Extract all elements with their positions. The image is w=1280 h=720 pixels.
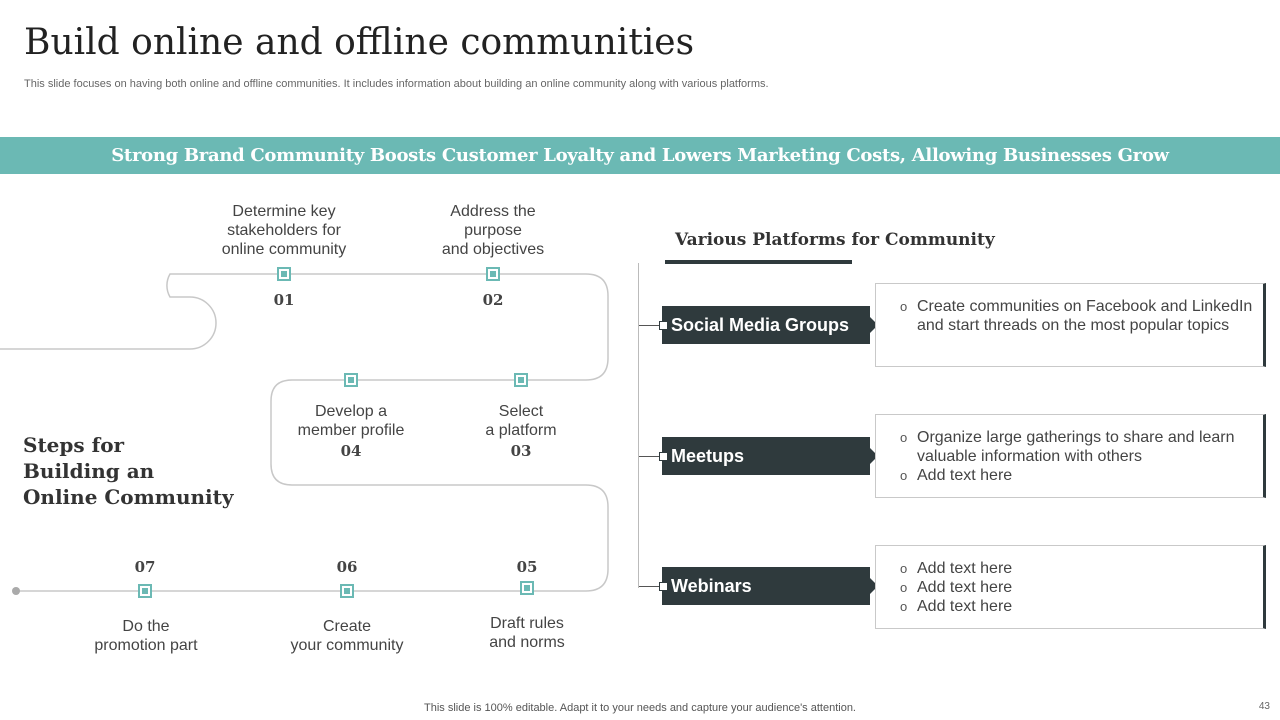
platform-point: Create communities on Facebook and Linke…: [900, 297, 1253, 335]
step-01-number: 01: [273, 291, 295, 309]
headline-banner: Strong Brand Community Boosts Customer L…: [0, 137, 1280, 174]
step-06-number: 06: [336, 558, 358, 576]
step-03-number: 03: [510, 442, 532, 460]
slide-footer: This slide is 100% editable. Adapt it to…: [424, 702, 856, 714]
step-04-marker: [344, 373, 358, 387]
step-05-marker: [520, 581, 534, 595]
step-02-number: 02: [482, 291, 504, 309]
platform-label-meetups: Meetups: [662, 437, 878, 475]
platform-node: [659, 582, 668, 591]
step-07-text: Do the promotion part: [94, 618, 198, 654]
platforms-title-underline: [665, 260, 852, 264]
platform-connector: [639, 325, 661, 326]
page-number: 43: [1258, 701, 1270, 712]
step-04-number: 04: [340, 442, 362, 460]
step-06-text: Create your community: [290, 618, 404, 654]
step-01-text: Determine key stakeholders for online co…: [221, 203, 347, 258]
platform-point: Add text here: [900, 559, 1253, 578]
platform-connector: [639, 586, 661, 587]
platform-connector: [639, 456, 661, 457]
slide-title: Build online and offline communities: [24, 22, 695, 63]
step-01-marker: [277, 267, 291, 281]
step-02-text: Address the purpose and objectives: [441, 203, 545, 258]
step-06-marker: [340, 584, 354, 598]
platform-point: Organize large gatherings to share and l…: [900, 428, 1253, 466]
platforms-connector-line: [638, 263, 639, 588]
step-03-text: Select a platform: [485, 403, 557, 439]
platform-box-webinars: Add text here Add text here Add text her…: [875, 545, 1266, 629]
platform-label-social-media: Social Media Groups: [662, 306, 878, 344]
step-07-marker: [138, 584, 152, 598]
platform-box-meetups: Organize large gatherings to share and l…: [875, 414, 1266, 498]
platform-point: Add text here: [900, 578, 1253, 597]
platform-node: [659, 321, 668, 330]
platform-box-social-media: Create communities on Facebook and Linke…: [875, 283, 1266, 367]
step-05-text: Draft rules and norms: [489, 615, 565, 651]
platform-node: [659, 452, 668, 461]
step-07-number: 07: [134, 558, 156, 576]
slide-subtitle: This slide focuses on having both online…: [24, 78, 769, 90]
step-05-number: 05: [516, 558, 538, 576]
step-02-marker: [486, 267, 500, 281]
step-04-text: Develop a member profile: [297, 403, 405, 439]
platforms-title: Various Platforms for Community: [675, 230, 995, 250]
platform-point: Add text here: [900, 466, 1253, 485]
path-line: [0, 273, 609, 592]
platform-point: Add text here: [900, 597, 1253, 616]
steps-heading: Steps for Building an Online Community: [23, 433, 234, 509]
step-03-marker: [514, 373, 528, 387]
platform-label-webinars: Webinars: [662, 567, 878, 605]
path-start-dot: [12, 587, 20, 595]
